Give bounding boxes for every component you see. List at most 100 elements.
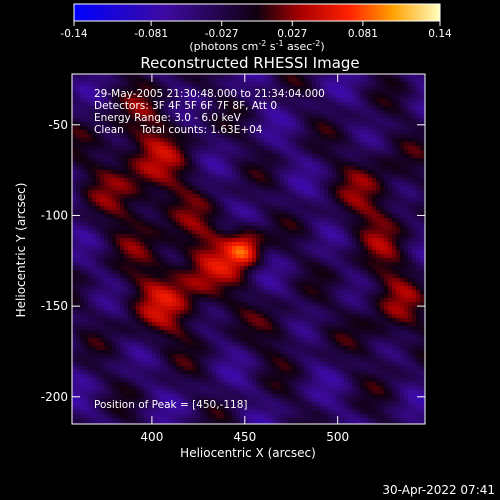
heatmap-cell (172, 110, 177, 115)
heatmap-cell (300, 134, 305, 139)
heatmap-cell (156, 90, 161, 95)
heatmap-cell (236, 230, 241, 235)
heatmap-cell (148, 122, 153, 127)
heatmap-cell (316, 270, 321, 275)
heatmap-cell (308, 294, 313, 299)
heatmap-cell (240, 290, 245, 295)
heatmap-cell (172, 158, 177, 163)
heatmap-cell (360, 242, 365, 247)
heatmap-cell (308, 74, 313, 79)
heatmap-cell (344, 114, 349, 119)
heatmap-cell (268, 94, 273, 99)
heatmap-cell (252, 142, 257, 147)
heatmap-cell (204, 246, 209, 251)
heatmap-cell (152, 78, 157, 83)
heatmap-cell (304, 294, 309, 299)
heatmap-cell (292, 74, 297, 79)
heatmap-cell (168, 202, 173, 207)
heatmap-cell (328, 218, 333, 223)
heatmap-cell (128, 226, 133, 231)
heatmap-cell (400, 206, 405, 211)
heatmap-cell (296, 102, 301, 107)
heatmap-cell (176, 158, 181, 163)
heatmap-cell (228, 102, 233, 107)
heatmap-cell (88, 90, 93, 95)
heatmap-cell (292, 294, 297, 299)
heatmap-cell (280, 182, 285, 187)
heatmap-cell (80, 178, 85, 183)
heatmap-cell (268, 226, 273, 231)
heatmap-cell (292, 254, 297, 259)
heatmap-cell (396, 74, 401, 79)
heatmap-cell (384, 206, 389, 211)
heatmap-cell (96, 234, 101, 239)
heatmap-cell (296, 154, 301, 159)
heatmap-cell (316, 262, 321, 267)
heatmap-cell (336, 290, 341, 295)
heatmap-cell (304, 266, 309, 271)
heatmap-cell (168, 238, 173, 243)
heatmap-cell (200, 246, 205, 251)
heatmap-cell (364, 250, 369, 255)
heatmap-cell (276, 286, 281, 291)
heatmap-cell (80, 118, 85, 123)
heatmap-cell (208, 278, 213, 283)
heatmap-cell (328, 230, 333, 235)
heatmap-cell (208, 182, 213, 187)
heatmap-cell (88, 74, 93, 79)
heatmap-cell (308, 122, 313, 127)
heatmap-cell (368, 102, 373, 107)
heatmap-cell (208, 82, 213, 87)
heatmap-cell (204, 182, 209, 187)
heatmap-cell (100, 222, 105, 227)
heatmap-cell (332, 214, 337, 219)
heatmap-cell (220, 218, 225, 223)
colorbar-tick-label: 0.14 (428, 28, 452, 40)
heatmap-cell (84, 170, 89, 175)
heatmap-cell (164, 234, 169, 239)
heatmap-cell (128, 282, 133, 287)
heatmap-cell (408, 150, 413, 155)
heatmap-cell (160, 218, 165, 223)
heatmap-cell (404, 158, 409, 163)
heatmap-cell (260, 218, 265, 223)
heatmap-cell (368, 106, 373, 111)
heatmap-cell (212, 258, 217, 263)
heatmap-cell (288, 238, 293, 243)
heatmap-cell (304, 142, 309, 147)
heatmap-cell (124, 158, 129, 163)
heatmap-cell (416, 190, 421, 195)
heatmap-cell (384, 242, 389, 247)
heatmap-cell (260, 158, 265, 163)
heatmap-cell (276, 110, 281, 115)
heatmap-cell (288, 234, 293, 239)
heatmap-cell (280, 82, 285, 87)
heatmap-cell (356, 250, 361, 255)
heatmap-cell (248, 118, 253, 123)
heatmap-cell (80, 206, 85, 211)
heatmap-cell (296, 142, 301, 147)
heatmap-cell (416, 182, 421, 187)
heatmap-cell (336, 94, 341, 99)
heatmap-cell (252, 278, 257, 283)
heatmap-cell (244, 122, 249, 127)
heatmap-cell (288, 230, 293, 235)
heatmap-cell (300, 290, 305, 295)
heatmap-cell (116, 158, 121, 163)
heatmap-cell (92, 222, 97, 227)
heatmap-cell (284, 130, 289, 135)
heatmap-cell (340, 98, 345, 103)
heatmap-cell (228, 134, 233, 139)
heatmap-cell (372, 146, 377, 151)
heatmap-cell (368, 278, 373, 283)
heatmap-cell (136, 246, 141, 251)
heatmap-cell (160, 270, 165, 275)
heatmap-cell (348, 86, 353, 91)
heatmap-cell (388, 78, 393, 83)
heatmap-cell (388, 118, 393, 123)
heatmap-cell (148, 222, 153, 227)
heatmap-cell (268, 238, 273, 243)
heatmap-cell (264, 234, 269, 239)
heatmap-cell (400, 154, 405, 159)
heatmap-cell (280, 166, 285, 171)
